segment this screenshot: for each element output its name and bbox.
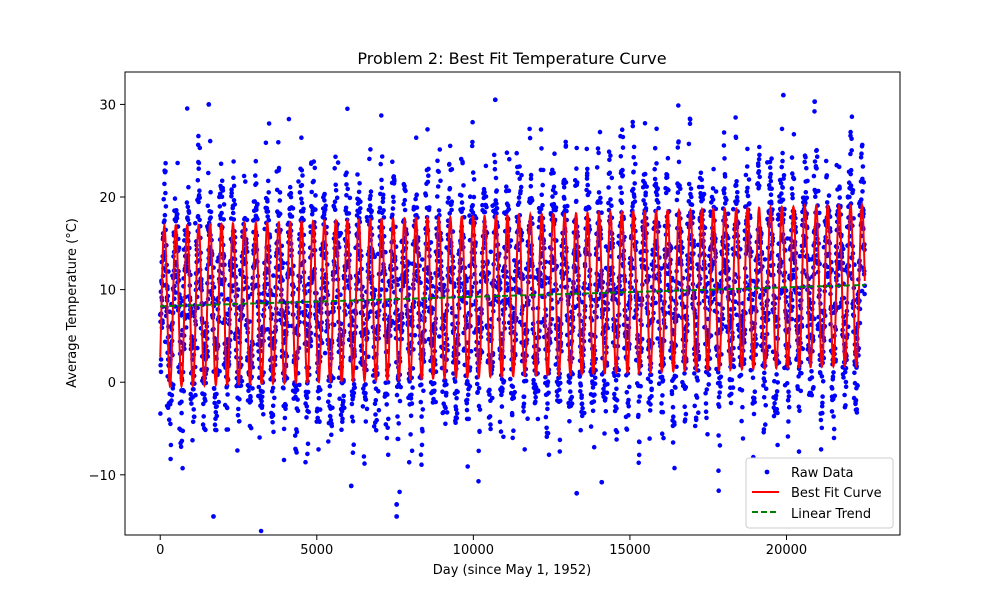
- y-tick-label: 20: [99, 191, 116, 206]
- y-tick-label: 30: [99, 98, 116, 113]
- legend: Raw Data Best Fit Curve Linear Trend: [745, 457, 894, 529]
- scatter-point-extreme: [394, 502, 400, 507]
- x-tick-label: 10000: [453, 543, 494, 558]
- y-axis-label: Average Temperature (°C): [65, 218, 80, 388]
- x-axis-label: Day (since May 1, 1952): [433, 563, 591, 578]
- scatter-point-extreme: [394, 514, 400, 519]
- scatter-point-extreme: [492, 97, 498, 103]
- legend-linear-trend-label: Linear Trend: [791, 507, 871, 522]
- scatter-point-extreme: [780, 92, 786, 98]
- x-axis: 0 5000 10000 15000 20000: [156, 535, 807, 558]
- y-axis: −10 0 10 20 30: [89, 98, 125, 484]
- scatter-point-extreme: [574, 490, 580, 496]
- x-tick-label: 5000: [300, 543, 333, 558]
- y-tick-label: 10: [99, 284, 116, 299]
- x-tick-label: 15000: [609, 543, 650, 558]
- y-tick-label: 0: [108, 376, 116, 391]
- scatter-point-extreme: [599, 479, 605, 485]
- best-fit-curve: [159, 201, 866, 390]
- scatter-point-extreme: [211, 514, 216, 519]
- scatter-point-extreme: [348, 483, 354, 489]
- chart-title: Problem 2: Best Fit Temperature Curve: [357, 49, 666, 68]
- linear-trend: [160, 283, 865, 308]
- scatter-point-extreme: [206, 102, 212, 107]
- x-tick-label: 20000: [766, 543, 807, 558]
- scatter-point-extreme: [812, 99, 818, 105]
- x-tick-label: 0: [156, 543, 164, 558]
- plot-area: [157, 92, 868, 534]
- y-tick-label: −10: [89, 469, 116, 484]
- linear-trend-line: [160, 283, 865, 308]
- legend-best-fit-label: Best Fit Curve: [791, 486, 882, 501]
- legend-box: [745, 457, 894, 529]
- best-fit-line: [159, 201, 866, 390]
- legend-raw-data-marker: [764, 469, 770, 475]
- legend-raw-data-label: Raw Data: [791, 466, 854, 481]
- plot-frame: [124, 71, 901, 536]
